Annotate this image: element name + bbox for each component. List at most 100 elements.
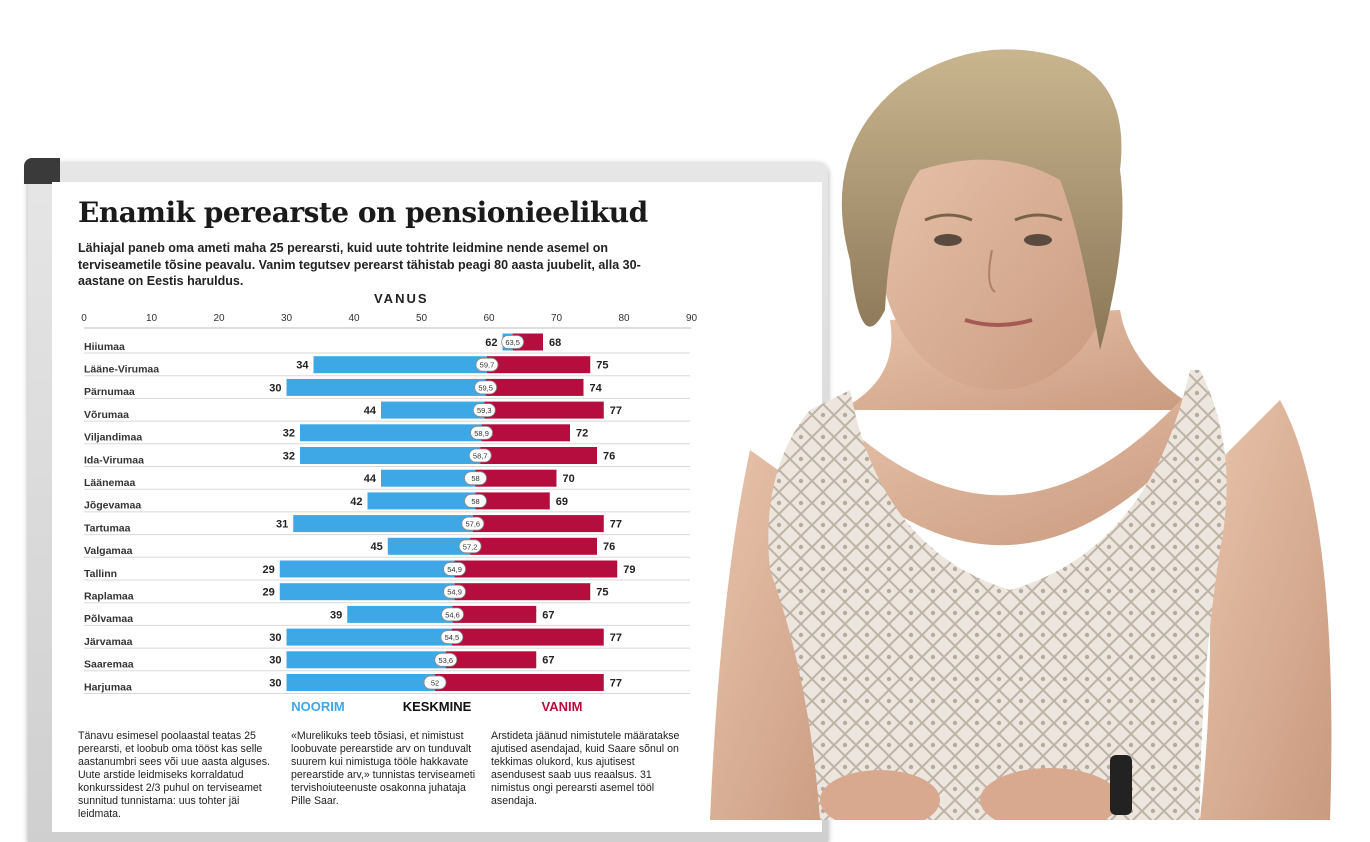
legend-min: NOORIM (291, 699, 344, 714)
min-label-10: 29 (263, 564, 275, 576)
category-label-6: Läänemaa (84, 477, 136, 489)
mean-marker-2 (474, 380, 498, 395)
mean-marker-11 (443, 584, 466, 599)
bar-max-1 (486, 356, 591, 374)
bar-min-10 (279, 560, 455, 578)
tick-label-2: 20 (213, 313, 225, 324)
bar-min-13 (286, 628, 452, 646)
category-label-14: Saaremaa (84, 659, 134, 671)
category-label-15: Harjumaa (84, 681, 132, 693)
min-label-4: 32 (283, 428, 295, 440)
max-label-6: 70 (563, 473, 575, 485)
mean-label-8: 57,6 (465, 520, 480, 529)
min-label-12: 39 (330, 609, 342, 621)
whiteboard-corner (24, 158, 60, 184)
bar-max-9 (470, 537, 597, 555)
category-label-1: Lääne-Virumaa (84, 363, 159, 375)
mean-marker-6 (464, 471, 487, 486)
tick-label-9: 90 (686, 313, 698, 324)
bar-min-5 (300, 447, 481, 464)
min-label-13: 30 (269, 632, 281, 644)
age-chart: VANUS 0 10 20 30 40 50 60 70 80 90 Hiiumaa 62 68 63,5 L… (81, 291, 698, 714)
category-label-10: Tallinn (84, 568, 117, 580)
bar-min-4 (300, 424, 482, 442)
min-label-0: 62 (485, 337, 497, 349)
bar-max-15 (435, 674, 604, 691)
mean-marker-3 (472, 403, 496, 418)
mean-label-9: 57,2 (463, 542, 478, 551)
mean-label-13: 54,5 (445, 633, 460, 642)
mean-label-10: 54,9 (447, 565, 462, 574)
tick-label-3: 30 (281, 313, 293, 324)
tick-label-4: 40 (348, 313, 360, 324)
mean-label-4: 58,9 (474, 429, 489, 438)
min-label-3: 44 (364, 405, 377, 417)
tick-label-5: 50 (416, 313, 428, 324)
mean-marker-5 (468, 448, 492, 463)
min-label-6: 44 (364, 473, 377, 485)
mean-label-15: 52 (431, 678, 439, 687)
max-label-4: 72 (576, 428, 588, 440)
min-label-11: 29 (263, 587, 275, 599)
max-label-0: 68 (549, 337, 561, 349)
min-label-15: 30 (269, 677, 281, 689)
bar-max-7 (475, 492, 550, 510)
mean-marker-8 (461, 516, 485, 531)
max-label-12: 67 (542, 609, 554, 621)
mean-marker-4 (470, 425, 493, 440)
bar-max-8 (472, 515, 604, 533)
max-label-10: 79 (623, 564, 635, 576)
tick-label-7: 70 (551, 313, 563, 324)
mean-marker-14 (434, 652, 458, 667)
mean-label-14: 53,6 (438, 656, 453, 665)
article-subtitle: Lähiajal paneb oma ameti maha 25 perears… (78, 241, 641, 288)
category-label-13: Järvamaa (84, 636, 133, 648)
bar-max-11 (454, 583, 591, 601)
tick-label-6: 60 (483, 313, 495, 324)
category-label-11: Raplamaa (84, 590, 134, 602)
body-column-3: Arstideta jäänud nimistutele määratakse … (491, 730, 680, 807)
mean-label-12: 54,6 (445, 610, 460, 619)
mean-label-0: 63,5 (505, 338, 520, 347)
tick-label-1: 10 (146, 313, 158, 324)
min-label-2: 30 (269, 382, 281, 394)
article-title: Enamik perearste on pensionieelikud (78, 196, 648, 229)
category-label-12: Põlvamaa (84, 613, 133, 625)
max-label-15: 77 (610, 677, 622, 689)
bar-min-11 (279, 583, 455, 601)
bar-min-7 (367, 492, 476, 510)
mean-marker-13 (440, 630, 464, 644)
mean-marker-7 (464, 493, 487, 508)
max-label-13: 77 (610, 632, 622, 644)
bar-min-14 (286, 651, 446, 669)
min-label-1: 34 (296, 360, 309, 372)
bar-max-14 (445, 651, 537, 669)
bar-max-4 (481, 424, 570, 442)
mean-label-6: 58 (471, 474, 479, 483)
woman-portrait-photo (710, 49, 1332, 820)
mean-label-2: 59,5 (478, 383, 493, 392)
bar-max-5 (480, 447, 597, 464)
category-label-3: Võrumaa (84, 409, 129, 421)
bar-min-3 (381, 401, 485, 419)
min-label-14: 30 (269, 655, 281, 667)
bar-min-15 (286, 674, 435, 691)
max-label-1: 75 (596, 360, 608, 372)
min-label-8: 31 (276, 519, 288, 531)
min-label-5: 32 (283, 450, 295, 462)
min-label-7: 42 (350, 496, 362, 508)
mean-label-1: 59,7 (480, 361, 495, 370)
mean-marker-12 (441, 607, 464, 622)
body-column-2: «Murelikuks teeb tõsiasi, et nimistust l… (291, 730, 476, 807)
category-label-5: Ida-Virumaa (84, 454, 144, 466)
category-label-2: Pärnumaa (84, 386, 135, 398)
bar-min-6 (381, 469, 476, 487)
tick-label-8: 80 (618, 313, 630, 324)
category-label-0: Hiiumaa (84, 341, 125, 353)
legend-max: VANIM (542, 699, 583, 714)
mean-label-3: 59,3 (477, 406, 492, 415)
bar-max-13 (451, 628, 604, 646)
category-label-8: Tartumaa (84, 522, 131, 534)
bar-max-2 (485, 378, 584, 396)
max-label-14: 67 (542, 655, 554, 667)
